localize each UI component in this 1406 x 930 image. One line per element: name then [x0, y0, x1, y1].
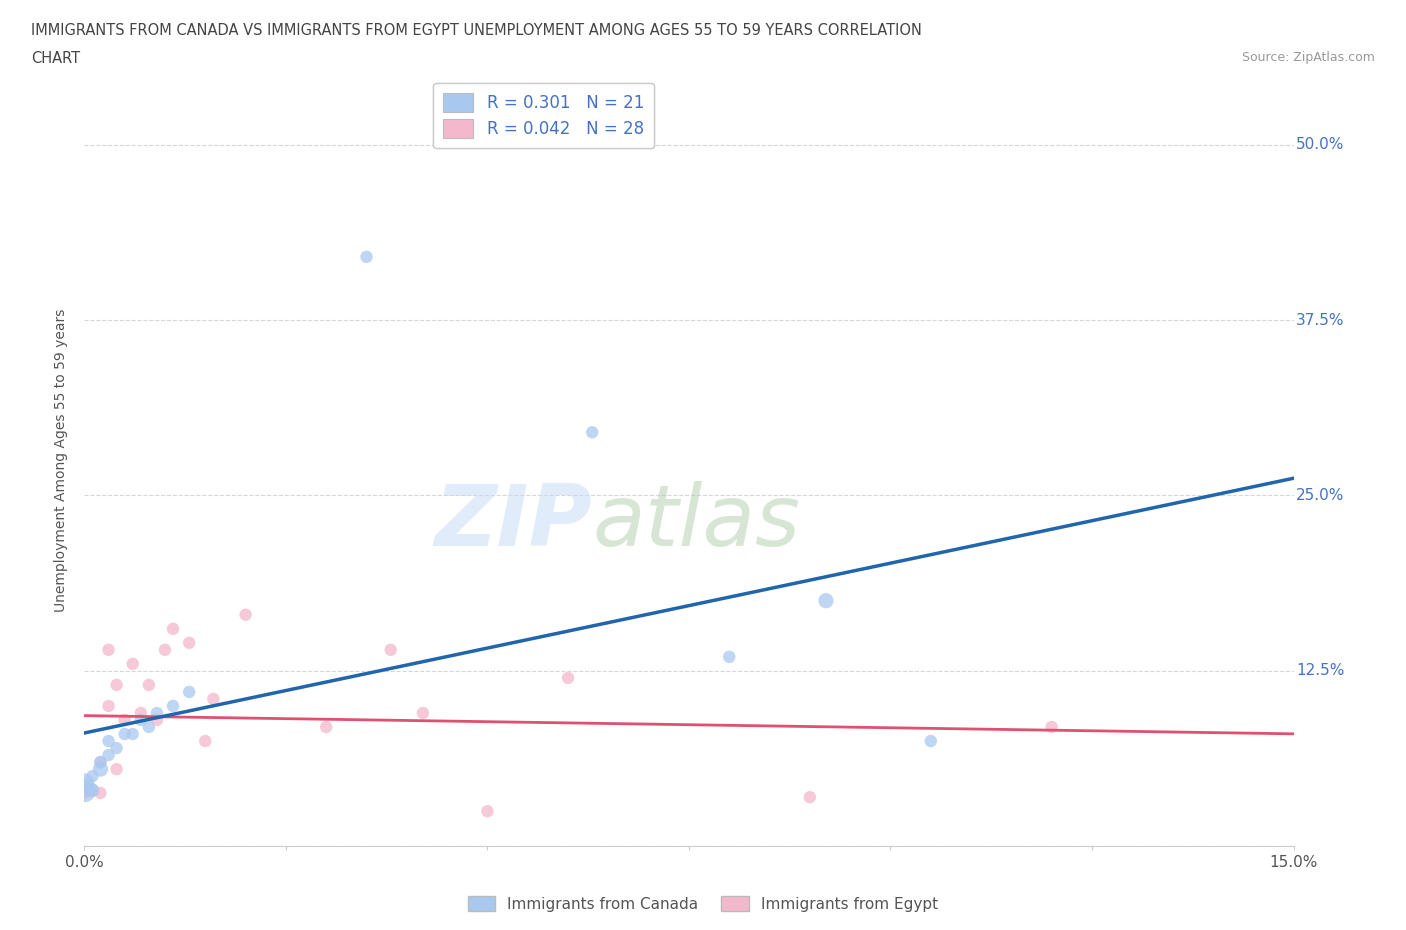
Legend: Immigrants from Canada, Immigrants from Egypt: Immigrants from Canada, Immigrants from …: [461, 889, 945, 918]
Point: [1040, 720, 1063, 735]
Point: [82, 783, 104, 798]
Point: [799, 790, 821, 804]
Point: [146, 706, 169, 721]
Point: [718, 649, 741, 664]
Text: 37.5%: 37.5%: [1296, 312, 1344, 327]
Point: [179, 635, 201, 650]
Text: 25.0%: 25.0%: [1296, 488, 1344, 503]
Point: [380, 643, 402, 658]
Text: ZIP: ZIP: [434, 481, 592, 564]
Point: [73, 783, 96, 798]
Point: [73, 780, 96, 795]
Point: [114, 712, 136, 727]
Point: [315, 720, 337, 735]
Text: 50.0%: 50.0%: [1296, 137, 1344, 153]
Point: [82, 769, 104, 784]
Point: [97, 698, 120, 713]
Point: [235, 607, 257, 622]
Point: [153, 643, 176, 658]
Point: [202, 692, 225, 707]
Point: [138, 677, 160, 692]
Point: [97, 643, 120, 658]
Point: [73, 783, 96, 798]
Point: [105, 677, 128, 692]
Point: [129, 706, 152, 721]
Point: [73, 776, 96, 790]
Point: [146, 712, 169, 727]
Point: [105, 762, 128, 777]
Point: [412, 706, 434, 721]
Point: [581, 425, 603, 440]
Point: [89, 786, 111, 801]
Text: CHART: CHART: [31, 51, 80, 66]
Point: [97, 748, 120, 763]
Point: [477, 804, 499, 818]
Legend: R = 0.301   N = 21, R = 0.042   N = 28: R = 0.301 N = 21, R = 0.042 N = 28: [433, 83, 654, 148]
Y-axis label: Unemployment Among Ages 55 to 59 years: Unemployment Among Ages 55 to 59 years: [55, 309, 69, 612]
Point: [557, 671, 579, 685]
Point: [114, 726, 136, 741]
Point: [138, 720, 160, 735]
Point: [179, 684, 201, 699]
Point: [89, 754, 111, 769]
Text: IMMIGRANTS FROM CANADA VS IMMIGRANTS FROM EGYPT UNEMPLOYMENT AMONG AGES 55 TO 59: IMMIGRANTS FROM CANADA VS IMMIGRANTS FRO…: [31, 23, 922, 38]
Point: [194, 734, 217, 749]
Point: [82, 783, 104, 798]
Point: [356, 249, 378, 264]
Text: 12.5%: 12.5%: [1296, 663, 1344, 678]
Point: [814, 593, 837, 608]
Point: [129, 712, 152, 727]
Point: [105, 740, 128, 755]
Point: [162, 698, 184, 713]
Point: [89, 762, 111, 777]
Point: [162, 621, 184, 636]
Text: atlas: atlas: [592, 481, 800, 564]
Point: [121, 657, 143, 671]
Point: [920, 734, 942, 749]
Point: [121, 726, 143, 741]
Point: [73, 786, 96, 801]
Point: [89, 754, 111, 769]
Point: [97, 734, 120, 749]
Text: Source: ZipAtlas.com: Source: ZipAtlas.com: [1241, 51, 1375, 64]
